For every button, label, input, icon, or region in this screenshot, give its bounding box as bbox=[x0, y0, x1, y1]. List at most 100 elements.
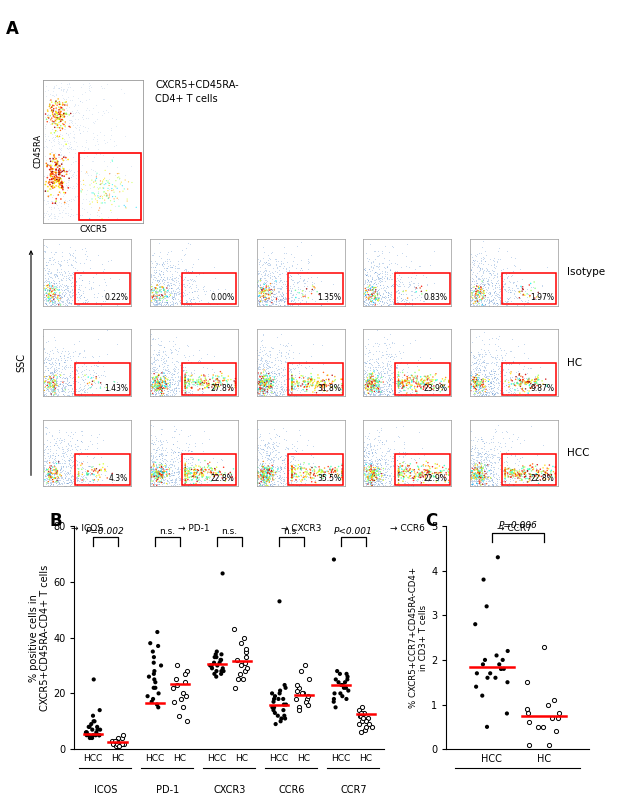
Point bbox=[148, 372, 157, 385]
Point bbox=[479, 469, 489, 481]
Point bbox=[362, 475, 372, 488]
Point bbox=[513, 285, 523, 297]
Point bbox=[374, 375, 384, 387]
Point bbox=[156, 448, 166, 461]
Point bbox=[69, 165, 79, 178]
Point bbox=[42, 377, 51, 390]
Point bbox=[366, 379, 376, 391]
Point bbox=[254, 296, 264, 309]
Point bbox=[55, 159, 64, 171]
Point bbox=[69, 283, 79, 296]
Point bbox=[480, 360, 490, 373]
Point bbox=[51, 163, 61, 175]
Point bbox=[387, 372, 397, 385]
Point bbox=[466, 472, 476, 485]
Point bbox=[395, 280, 405, 292]
Point bbox=[151, 384, 161, 397]
Point bbox=[365, 388, 375, 401]
Point bbox=[180, 356, 190, 369]
Point bbox=[363, 464, 373, 477]
Point bbox=[89, 476, 99, 489]
Point bbox=[63, 179, 73, 191]
Point bbox=[177, 384, 187, 397]
Point bbox=[155, 285, 165, 297]
Point bbox=[146, 461, 156, 474]
Point bbox=[264, 462, 273, 475]
Point bbox=[540, 469, 550, 481]
Point bbox=[81, 253, 91, 265]
Point bbox=[395, 375, 405, 387]
Point bbox=[198, 283, 208, 296]
Point bbox=[370, 281, 379, 293]
Point bbox=[190, 376, 200, 389]
Point bbox=[381, 291, 391, 304]
Point bbox=[253, 473, 263, 485]
Point bbox=[306, 371, 316, 383]
Point bbox=[302, 381, 312, 394]
Point bbox=[476, 380, 485, 393]
Point bbox=[161, 378, 171, 391]
Point bbox=[378, 477, 388, 489]
Point bbox=[62, 477, 72, 489]
Point bbox=[70, 370, 80, 383]
Point bbox=[78, 286, 87, 299]
Point bbox=[474, 293, 484, 306]
Point bbox=[286, 285, 296, 297]
Point bbox=[478, 265, 488, 277]
Point bbox=[149, 382, 159, 395]
Point bbox=[471, 370, 481, 383]
Point bbox=[64, 444, 74, 457]
Point bbox=[254, 287, 264, 300]
Point bbox=[149, 469, 159, 481]
Point bbox=[362, 470, 372, 483]
Point bbox=[51, 292, 61, 304]
Point bbox=[52, 389, 62, 402]
Point bbox=[272, 261, 282, 274]
Point bbox=[322, 465, 332, 477]
Point bbox=[42, 472, 51, 485]
Point bbox=[298, 378, 308, 391]
Point bbox=[200, 473, 210, 486]
Point bbox=[96, 378, 106, 391]
Point bbox=[45, 109, 55, 122]
Point bbox=[281, 262, 291, 275]
Point bbox=[161, 480, 171, 493]
Point bbox=[269, 371, 279, 383]
Point bbox=[200, 465, 210, 478]
Point bbox=[50, 375, 60, 387]
Point bbox=[337, 379, 347, 392]
Point bbox=[62, 135, 72, 147]
Point bbox=[39, 384, 49, 397]
Point bbox=[362, 459, 372, 472]
Point bbox=[497, 264, 507, 277]
Point bbox=[269, 701, 279, 714]
Point bbox=[384, 380, 394, 393]
Point bbox=[162, 296, 172, 308]
Point bbox=[285, 355, 294, 368]
Point bbox=[319, 469, 329, 482]
Point bbox=[55, 168, 64, 181]
Point bbox=[267, 461, 277, 474]
Point bbox=[158, 467, 168, 480]
Point bbox=[262, 298, 272, 311]
Point bbox=[49, 293, 59, 306]
Point bbox=[93, 465, 103, 478]
Point bbox=[371, 292, 381, 304]
Point bbox=[268, 456, 278, 469]
Point bbox=[148, 292, 157, 305]
Point bbox=[259, 378, 268, 391]
Point bbox=[205, 471, 215, 484]
Point bbox=[546, 467, 556, 480]
Point bbox=[366, 260, 376, 273]
Point bbox=[484, 281, 494, 293]
Point bbox=[151, 296, 161, 308]
Point bbox=[160, 347, 170, 360]
Point bbox=[176, 298, 186, 311]
Point bbox=[364, 377, 374, 390]
Point bbox=[373, 459, 383, 472]
Point bbox=[156, 385, 166, 398]
Point bbox=[259, 366, 268, 379]
Point bbox=[415, 467, 425, 480]
Point bbox=[360, 474, 370, 487]
Point bbox=[273, 477, 283, 490]
